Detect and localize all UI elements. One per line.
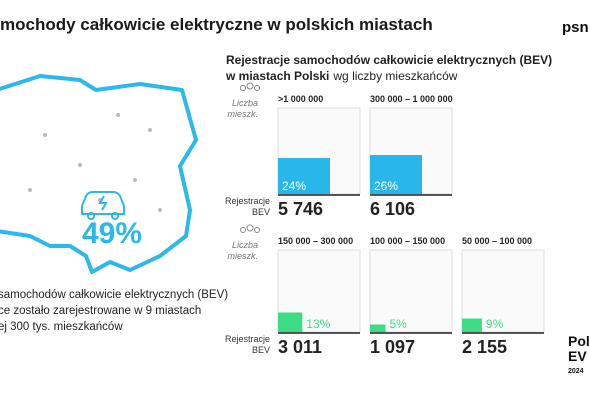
share-bar [278,312,303,332]
panel-title: w miastach Polski wg liczby mieszkańców [225,69,458,83]
share-label: 24% [282,179,306,193]
share-label: 13% [306,317,330,331]
footer-line: 2024 [568,368,584,375]
city-dots [28,113,162,212]
cell-box [461,249,545,333]
title: mochody całkowicie elektryczne w polskic… [0,15,433,34]
count: 1 097 [370,337,415,357]
summary-line: ej 300 tys. mieszkańców [0,321,123,333]
share-bar [278,158,330,194]
people-icon [254,227,260,233]
count: 3 011 [278,337,322,357]
share-bar [370,155,422,194]
population-label: Liczba [232,240,258,250]
people-icon [254,85,260,91]
registrations-label: BEV [252,345,270,355]
share-label: 26% [374,179,398,193]
population-label: mieszk. [227,251,258,261]
range-label: 50 000 – 100 000 [462,236,532,246]
share-bar [462,318,482,332]
panel-title-bold: w miastach Polski [225,69,329,83]
registrations-label: Rejestracje [225,196,270,206]
footer-line: Polis [568,333,590,349]
panel-title: Rejestracje samochodów całkowicie elektr… [226,53,552,67]
summary-line: samochodów całkowicie elektrycznych (BEV… [0,289,228,301]
logo: psn [562,19,589,36]
population-label: mieszk. [227,109,258,119]
footer-line: EV O [568,348,590,364]
range-label: >1 000 000 [278,94,323,104]
count: 6 106 [370,199,415,219]
registrations-label: BEV [252,207,270,217]
population-label: Liczba [232,98,258,108]
panel-title-rest: wg liczby mieszkańców [332,69,457,83]
summary-line: ce zostało zarejestrowane w 9 miastach [0,305,201,317]
count: 5 746 [278,199,323,219]
people-icon [240,85,246,91]
share-bar [370,324,386,332]
registrations-label: Rejestracje [225,334,270,344]
cell-box [369,249,453,333]
people-icon [240,227,246,233]
map-outline [0,74,198,274]
share-label: 9% [486,317,504,331]
count: 2 155 [462,337,507,357]
share-label: 5% [390,317,408,331]
range-label: 150 000 – 300 000 [278,236,353,246]
people-icon [246,224,254,232]
people-icon [246,82,254,90]
summary-percent: 49% [82,217,142,250]
range-label: 300 000 – 1 000 000 [370,94,453,104]
car-icon [81,191,125,220]
range-label: 100 000 – 150 000 [370,236,445,246]
